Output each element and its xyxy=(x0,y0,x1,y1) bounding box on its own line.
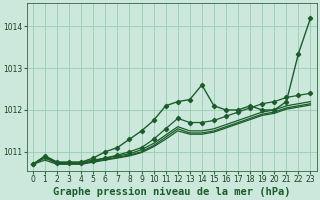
X-axis label: Graphe pression niveau de la mer (hPa): Graphe pression niveau de la mer (hPa) xyxy=(53,186,291,197)
